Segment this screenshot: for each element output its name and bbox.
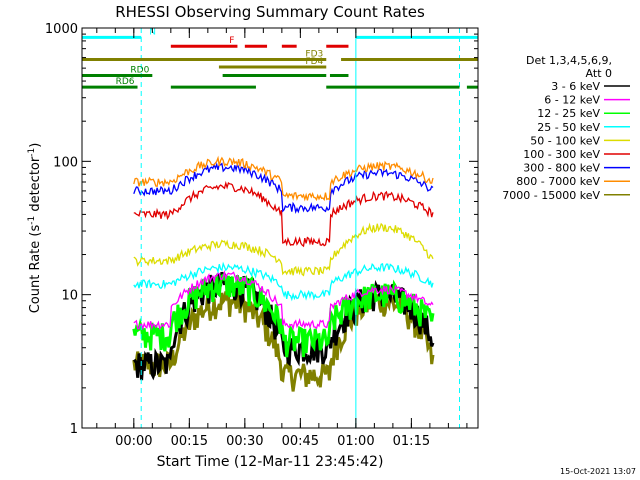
legend-label-s3: 25 - 50 keV bbox=[537, 121, 600, 134]
y-label-sup1: -1 bbox=[27, 216, 37, 225]
y-axis: 1 10 100 1000 bbox=[45, 22, 478, 437]
series-line-s3 bbox=[133, 261, 434, 302]
y-tick-label: 100 bbox=[53, 155, 78, 170]
x-tick-label: 01:00 bbox=[337, 434, 374, 449]
x-tick-label: 00:00 bbox=[115, 434, 152, 449]
x-tick-label: 00:15 bbox=[171, 434, 208, 449]
y-tick-label: 1 bbox=[70, 422, 78, 437]
flag-label-f: F bbox=[229, 36, 234, 46]
legend-label-s1: 6 - 12 keV bbox=[544, 94, 600, 107]
flag-label-fd4: FD4 bbox=[305, 57, 323, 67]
series-line-s7 bbox=[133, 155, 434, 202]
plot-frame bbox=[81, 27, 479, 429]
series-line-s1 bbox=[133, 269, 434, 331]
legend-label-s7: 800 - 7000 keV bbox=[516, 175, 600, 188]
x-tick-label: 01:15 bbox=[393, 434, 430, 449]
series-line-s4 bbox=[133, 222, 434, 277]
x-axis: 00:00 00:15 00:30 00:45 01:00 01:15 bbox=[96, 28, 468, 449]
y-tick-label: 1000 bbox=[45, 22, 78, 37]
series-line-s6 bbox=[133, 162, 434, 214]
y-label-sup2: -1 bbox=[27, 148, 37, 157]
y-label-part3: ) bbox=[28, 143, 43, 148]
y-axis-label: Count Rate (s-1 detector-1) bbox=[27, 143, 43, 314]
legend-title-2: Att 0 bbox=[586, 67, 612, 80]
series-line-s2 bbox=[132, 272, 435, 358]
flag-label-fd3: FD3 bbox=[305, 50, 323, 60]
legend-title-1: Det 1,3,4,5,6,9, bbox=[526, 54, 612, 67]
legend-label-s0: 3 - 6 keV bbox=[551, 80, 600, 93]
legend-label-s2: 12 - 25 keV bbox=[537, 107, 600, 120]
chart-title: RHESSI Observing Summary Count Rates bbox=[115, 3, 425, 21]
flag-label-rd6: RD6 bbox=[116, 77, 135, 87]
timestamp: 15-Oct-2021 13:07 bbox=[560, 467, 636, 476]
flag-label-rd0: RD0 bbox=[130, 66, 149, 76]
plot-area: NFFD3FD4RD0RD6 bbox=[82, 28, 478, 428]
legend-label-s8: 7000 - 15000 keV bbox=[502, 189, 600, 202]
x-axis-label: Start Time (12-Mar-11 23:45:42) bbox=[157, 454, 384, 470]
x-tick-label: 00:45 bbox=[282, 434, 319, 449]
y-label-part2: detector bbox=[28, 156, 43, 216]
legend-label-s5: 100 - 300 keV bbox=[523, 148, 600, 161]
y-label-part1: Count Rate (s bbox=[28, 225, 43, 314]
x-tick-label: 00:30 bbox=[226, 434, 263, 449]
y-tick-label: 10 bbox=[61, 289, 78, 304]
legend-label-s4: 50 - 100 keV bbox=[530, 134, 600, 147]
flags-layer: NFFD3FD4RD0RD6 bbox=[82, 28, 478, 89]
series-line-s5 bbox=[133, 180, 434, 248]
series-layer bbox=[132, 155, 435, 392]
legend-label-s6: 300 - 800 keV bbox=[523, 162, 600, 175]
markers-layer bbox=[140, 28, 460, 428]
